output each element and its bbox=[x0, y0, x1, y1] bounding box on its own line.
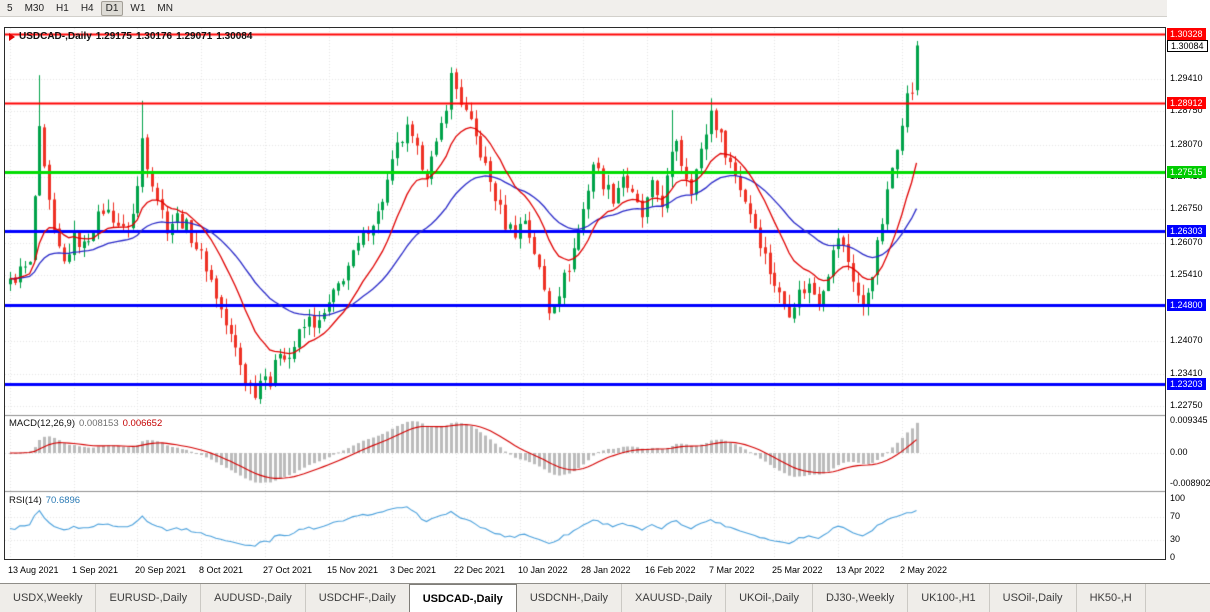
macd-axis-label: 0.00 bbox=[1170, 447, 1188, 457]
price-axis-label: 1.24070 bbox=[1170, 335, 1203, 345]
time-axis-label: 22 Dec 2021 bbox=[454, 565, 506, 575]
chart-high-value: 1.30176 bbox=[135, 31, 173, 42]
chart-area[interactable]: USDCAD-,Daily 1.29175 1.30176 1.29071 1.… bbox=[4, 27, 1166, 560]
time-axis-label: 15 Nov 2021 bbox=[327, 565, 379, 575]
price-axis-label: 1.22750 bbox=[1170, 400, 1203, 410]
chart-tab-usdchf-daily[interactable]: USDCHF-,Daily bbox=[306, 584, 410, 612]
price-axis-badge: 1.28912 bbox=[1167, 97, 1206, 109]
chart-low-value: 1.29071 bbox=[176, 31, 213, 42]
macd-indicator-title: MACD(12,26,9) 0.008153 0.006652 bbox=[9, 418, 162, 429]
timeframe-button-h4[interactable]: H4 bbox=[80, 2, 94, 14]
time-axis-label: 7 Mar 2022 bbox=[709, 565, 755, 575]
timeframe-button-d1[interactable]: D1 bbox=[100, 0, 124, 16]
rsi-axis-label: 30 bbox=[1170, 534, 1181, 544]
price-axis-label: 1.28070 bbox=[1170, 139, 1203, 149]
time-axis-label: 2 May 2022 bbox=[900, 565, 948, 575]
time-axis-label: 3 Dec 2021 bbox=[390, 565, 437, 575]
price-axis-badge: 1.23203 bbox=[1167, 378, 1206, 390]
chart-tab-usoil-daily[interactable]: USOil-,Daily bbox=[990, 584, 1077, 612]
timeframe-button-5[interactable]: 5 bbox=[7, 2, 13, 14]
price-axis-label: 1.29410 bbox=[1170, 73, 1203, 83]
price-axis-label: 1.25410 bbox=[1170, 269, 1203, 279]
rsi-axis-label: 100 bbox=[1170, 493, 1186, 503]
price-axis-label: 1.23410 bbox=[1170, 368, 1203, 378]
timeframe-button-m30[interactable]: M30 bbox=[24, 2, 45, 14]
chart-tab-usdcnh-daily[interactable]: USDCNH-,Daily bbox=[517, 584, 623, 612]
price-axis-badge: 1.24800 bbox=[1167, 299, 1206, 311]
price-axis-badge: 1.30328 bbox=[1167, 28, 1206, 40]
chart-tabs: USDX,Weekly EURUSD-,Daily AUDUSD-,Daily USD… bbox=[0, 583, 1210, 612]
chart-tab-usdcad-daily[interactable]: USDCAD-,Daily bbox=[408, 584, 517, 612]
price-chart-canvas[interactable] bbox=[5, 28, 1165, 559]
time-axis-label: 13 Apr 2022 bbox=[836, 565, 885, 575]
time-axis-label: 13 Aug 2021 bbox=[8, 565, 59, 575]
chart-tab-uk100-h1[interactable]: UK100-,H1 bbox=[908, 584, 990, 612]
chart-open-value: 1.29175 bbox=[95, 31, 132, 42]
time-axis-label: 10 Jan 2022 bbox=[518, 565, 568, 575]
rsi-value: 70.6896 bbox=[45, 495, 81, 506]
timeframe-toolbar: 5 M30 H1 H4 D1 W1 MN bbox=[0, 0, 1210, 17]
rsi-axis-label: 70 bbox=[1170, 511, 1181, 521]
chart-tab-hk50-h[interactable]: HK50-,H bbox=[1077, 584, 1146, 612]
chart-tab-usdx-weekly[interactable]: USDX,Weekly bbox=[0, 584, 97, 612]
rsi-name: RSI(14) bbox=[9, 495, 42, 506]
time-axis-label: 8 Oct 2021 bbox=[199, 565, 244, 575]
chart-tab-dj30-weekly[interactable]: DJ30-,Weekly bbox=[813, 584, 909, 612]
chart-marker-icon bbox=[9, 32, 15, 41]
rsi-axis-label: 0 bbox=[1170, 552, 1176, 562]
time-axis-label: 28 Jan 2022 bbox=[581, 565, 631, 575]
price-axis-badge: 1.30084 bbox=[1167, 40, 1208, 52]
macd-axis-label: 0.009345 bbox=[1170, 415, 1208, 425]
macd-signal-value: 0.006652 bbox=[122, 418, 163, 429]
price-axis-label: 1.26750 bbox=[1170, 203, 1203, 213]
time-axis-label: 25 Mar 2022 bbox=[772, 565, 823, 575]
price-axis[interactable]: 1.294101.287501.280701.274101.267501.260… bbox=[1167, 0, 1210, 584]
timeframe-button-mn[interactable]: MN bbox=[157, 2, 173, 14]
chart-symbol-label: USDCAD-,Daily bbox=[19, 31, 92, 42]
chart-tab-xauusd-daily[interactable]: XAUUSD-,Daily bbox=[622, 584, 727, 612]
price-axis-badge: 1.26303 bbox=[1167, 225, 1206, 237]
chart-tab-eurusd-daily[interactable]: EURUSD-,Daily bbox=[96, 584, 202, 612]
timeframe-button-h1[interactable]: H1 bbox=[56, 2, 69, 14]
macd-main-value: 0.008153 bbox=[79, 418, 119, 429]
price-axis-label: 1.26070 bbox=[1170, 237, 1203, 247]
timeframe-button-w1[interactable]: W1 bbox=[130, 2, 146, 14]
rsi-indicator-title: RSI(14) 70.6896 bbox=[9, 495, 80, 506]
time-axis-label: 20 Sep 2021 bbox=[135, 565, 187, 575]
time-axis[interactable]: 13 Aug 2021 1 Sep 2021 20 Sep 2021 8 Oct 20… bbox=[4, 562, 1167, 580]
chart-title: USDCAD-,Daily 1.29175 1.30176 1.29071 1.… bbox=[9, 31, 252, 42]
chart-tab-audusd-daily[interactable]: AUDUSD-,Daily bbox=[201, 584, 306, 612]
time-axis-label: 1 Sep 2021 bbox=[72, 565, 119, 575]
chart-close-value: 1.30084 bbox=[216, 31, 253, 42]
price-axis-label: 1.28750 bbox=[1170, 105, 1203, 115]
price-axis-badge: 1.27515 bbox=[1167, 166, 1206, 178]
chart-tab-ukoil-daily[interactable]: UKOil-,Daily bbox=[726, 584, 813, 612]
time-axis-label: 16 Feb 2022 bbox=[645, 565, 696, 575]
macd-axis-label: -0.008902 bbox=[1170, 478, 1210, 488]
time-axis-label: 27 Oct 2021 bbox=[263, 565, 313, 575]
macd-name: MACD(12,26,9) bbox=[9, 418, 75, 429]
